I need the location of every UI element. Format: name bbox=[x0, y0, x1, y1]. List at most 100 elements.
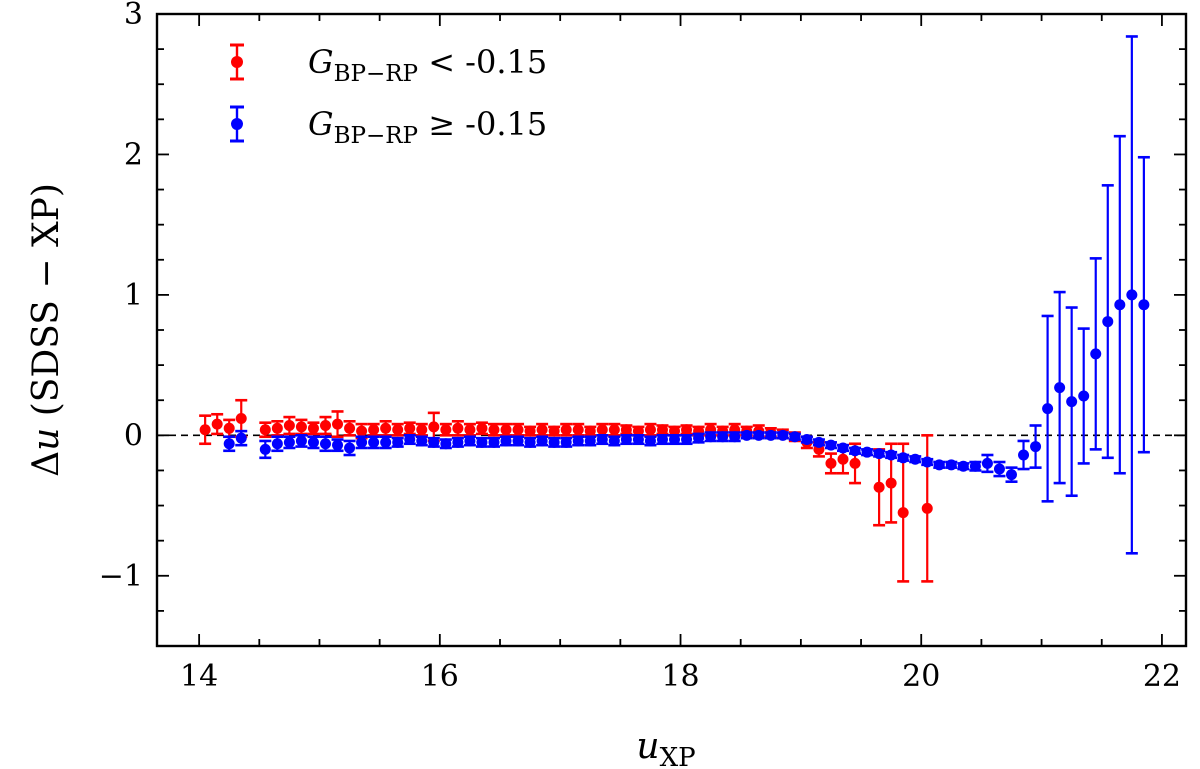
legend-item: GBP−RP ≥ -0.15 bbox=[230, 105, 547, 149]
data-marker bbox=[801, 434, 813, 446]
data-point bbox=[1125, 35, 1138, 555]
data-point bbox=[223, 418, 236, 439]
data-marker bbox=[500, 424, 512, 436]
data-marker bbox=[681, 434, 693, 446]
data-point bbox=[921, 456, 934, 468]
data-point bbox=[740, 429, 753, 441]
data-point bbox=[259, 439, 272, 460]
data-point bbox=[223, 435, 236, 453]
data-point bbox=[331, 438, 344, 453]
data-point bbox=[271, 419, 284, 437]
data-marker bbox=[440, 438, 452, 450]
data-marker bbox=[392, 424, 404, 436]
data-marker bbox=[596, 434, 608, 446]
data-point bbox=[933, 459, 946, 471]
data-point bbox=[1017, 439, 1030, 471]
data-marker bbox=[307, 422, 319, 434]
data-point bbox=[331, 410, 344, 439]
data-series-layer bbox=[199, 35, 1150, 583]
data-point bbox=[199, 414, 212, 446]
data-marker bbox=[885, 449, 897, 461]
data-point bbox=[283, 415, 296, 436]
data-marker bbox=[548, 425, 560, 437]
data-point bbox=[1089, 257, 1102, 451]
data-point bbox=[463, 435, 476, 447]
data-point bbox=[897, 442, 910, 583]
data-point bbox=[584, 435, 597, 447]
data-point bbox=[319, 415, 332, 436]
data-marker bbox=[416, 424, 428, 436]
y-tick-label: 3 bbox=[124, 0, 143, 32]
data-point bbox=[824, 452, 837, 475]
data-marker bbox=[656, 424, 668, 436]
data-point bbox=[367, 435, 380, 450]
data-point bbox=[1041, 314, 1054, 503]
data-point bbox=[800, 434, 813, 446]
data-point bbox=[752, 429, 765, 441]
data-marker bbox=[464, 435, 476, 447]
x-tick-label: 16 bbox=[421, 659, 459, 694]
data-point bbox=[704, 431, 717, 443]
data-marker bbox=[873, 481, 885, 493]
data-point bbox=[343, 439, 356, 457]
data-point bbox=[379, 419, 392, 437]
data-marker bbox=[933, 459, 945, 471]
series-2 bbox=[223, 35, 1150, 555]
data-point bbox=[536, 422, 549, 437]
data-marker bbox=[753, 429, 765, 441]
data-point bbox=[451, 419, 464, 437]
data-marker bbox=[813, 436, 825, 448]
data-point bbox=[379, 435, 392, 450]
data-marker bbox=[332, 439, 344, 451]
data-marker bbox=[283, 420, 295, 432]
data-point bbox=[620, 424, 633, 436]
data-point bbox=[608, 422, 621, 437]
data-point bbox=[909, 453, 922, 465]
data-marker bbox=[669, 434, 681, 446]
data-point bbox=[1065, 306, 1078, 498]
data-marker bbox=[512, 435, 524, 447]
data-point bbox=[295, 434, 308, 448]
data-point bbox=[1077, 327, 1090, 465]
data-point bbox=[1053, 290, 1066, 485]
data-point bbox=[343, 419, 356, 437]
data-point bbox=[885, 449, 898, 461]
data-marker bbox=[344, 442, 356, 454]
data-marker bbox=[656, 434, 668, 446]
data-point bbox=[1137, 155, 1150, 454]
data-point bbox=[897, 452, 910, 464]
data-marker bbox=[307, 436, 319, 448]
data-marker bbox=[223, 422, 235, 434]
data-marker bbox=[271, 422, 283, 434]
data-marker bbox=[488, 436, 500, 448]
data-point bbox=[945, 459, 958, 471]
data-marker bbox=[921, 456, 933, 468]
data-marker bbox=[584, 435, 596, 447]
data-point bbox=[764, 429, 777, 441]
data-marker bbox=[500, 435, 512, 447]
data-point bbox=[644, 435, 657, 447]
data-point bbox=[355, 435, 368, 450]
data-marker bbox=[440, 424, 452, 436]
data-point bbox=[584, 425, 597, 437]
data-marker bbox=[1126, 289, 1138, 301]
legend: GBP−RP < -0.15 GBP−RP ≥ -0.15 bbox=[230, 43, 547, 149]
data-point bbox=[1113, 134, 1126, 475]
legend-marker bbox=[231, 56, 243, 68]
data-point bbox=[439, 422, 452, 437]
data-marker bbox=[464, 424, 476, 436]
legend-label: GBP−RP < -0.15 bbox=[308, 43, 547, 87]
data-point bbox=[427, 411, 440, 443]
data-marker bbox=[332, 418, 344, 430]
data-marker bbox=[476, 422, 488, 434]
data-point bbox=[680, 424, 693, 436]
data-marker bbox=[596, 424, 608, 436]
data-point bbox=[271, 435, 284, 453]
data-point bbox=[1029, 424, 1042, 469]
data-marker bbox=[368, 424, 380, 436]
data-point bbox=[656, 424, 669, 436]
data-point bbox=[295, 418, 308, 436]
data-marker bbox=[993, 463, 1005, 475]
y-tick-label: 2 bbox=[124, 137, 143, 172]
data-point bbox=[993, 460, 1006, 478]
